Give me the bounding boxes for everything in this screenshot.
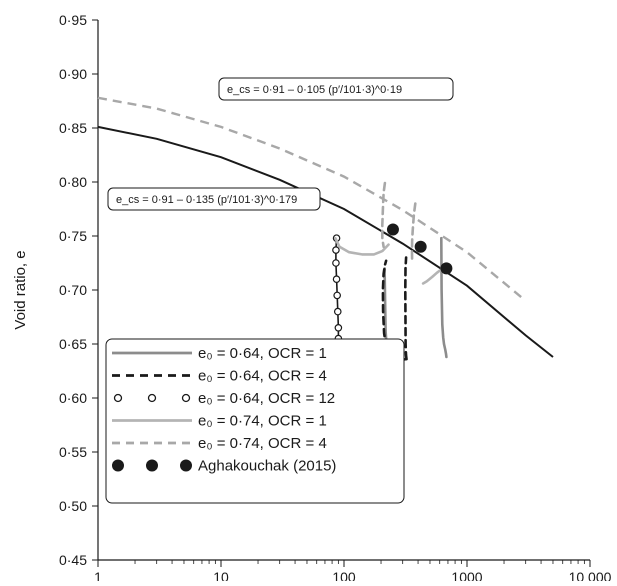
legend-swatch-circle: [181, 393, 191, 403]
legend-box: [105, 338, 405, 504]
legend-label: Aghakouchak (2015): [198, 458, 336, 475]
critical-state-line-solid: [97, 125, 554, 358]
series-point-ocr12: [333, 291, 341, 300]
y-tick-label: 0·60: [59, 390, 87, 406]
series-point-ocr12: [334, 323, 343, 332]
legend-swatch-circle: [113, 393, 123, 403]
legend-label: e₀ = 0·64, OCR = 12: [198, 390, 335, 407]
y-tick-label: 0·70: [59, 282, 87, 298]
x-tick-label: 100: [332, 569, 356, 581]
legend-label: e₀ = 0·74, OCR = 4: [198, 435, 327, 452]
x-tick-label: 1000: [451, 569, 482, 581]
y-axis-title: Void ratio, e: [12, 250, 29, 329]
csl-upper-label: e_cs = 0·91 – 0·105 (p′/101·3)^0·19: [227, 84, 402, 96]
csl-upper-label-box: [218, 77, 454, 101]
x-tick-label: 10: [213, 569, 229, 581]
y-tick-label: 0·95: [59, 12, 87, 28]
y-tick-label: 0·85: [59, 120, 87, 136]
y-tick-label: 0·75: [59, 228, 87, 244]
y-tick-label: 0·65: [59, 336, 87, 352]
legend-label: e₀ = 0·74, OCR = 1: [198, 413, 327, 430]
series-point-ocr12: [333, 307, 342, 316]
legend-swatch-marker: [180, 459, 192, 472]
x-tick-label: 10 000: [569, 569, 612, 581]
y-tick-label: 0·80: [59, 174, 87, 190]
aghakouchak-point: [414, 240, 427, 253]
aghakouchak-point: [386, 223, 399, 236]
aghakouchak-point: [440, 262, 453, 275]
csl-lower-label: e_cs = 0·91 – 0·135 (p′/101·3)^0·179: [116, 194, 297, 206]
legend-label: e₀ = 0·64, OCR = 1: [198, 345, 327, 362]
series-path: [333, 236, 390, 256]
series-path: [410, 202, 417, 262]
y-tick-label: 0·90: [59, 66, 87, 82]
series-point-ocr12: [332, 259, 340, 267]
x-tick-label: 1: [94, 569, 102, 581]
legend-label: e₀ = 0·64, OCR = 4: [198, 368, 327, 385]
y-tick-label: 0·50: [59, 498, 87, 514]
y-tick-label: 0·55: [59, 444, 87, 460]
series-point-ocr12: [332, 246, 340, 254]
series-path: [421, 269, 442, 285]
csl-lower-label-box: [107, 187, 321, 211]
series-point-ocr12: [332, 275, 341, 284]
critical-state-line-dashed: [97, 96, 527, 302]
series-path: [403, 256, 408, 361]
series-path: [439, 236, 448, 359]
legend-swatch-marker: [146, 459, 158, 472]
y-tick-label: 0·45: [59, 552, 87, 568]
series-path: [380, 181, 387, 249]
legend-swatch-marker: [112, 459, 124, 472]
legend-swatch-circle: [147, 393, 157, 403]
